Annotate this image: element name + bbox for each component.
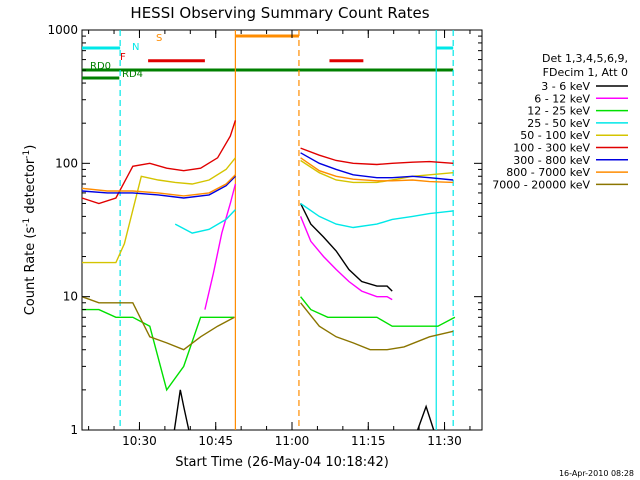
series-line-6 — [81, 175, 236, 199]
series-line-7 — [81, 174, 236, 197]
series-line-7 — [300, 157, 454, 184]
x-tick-label: 10:30 — [122, 434, 157, 448]
flag-label-n: N — [132, 42, 139, 53]
x-tick-label: 11:30 — [427, 434, 462, 448]
legend-header-2: FDecim 1, Att 0 — [543, 66, 628, 79]
legend: Det 1,3,4,5,6,9, FDecim 1, Att 0 3 - 6 k… — [492, 52, 628, 191]
series-line-1 — [299, 216, 393, 301]
legend-label: 7000 - 20000 keV — [492, 178, 590, 191]
series-line-1 — [204, 183, 237, 310]
legend-label: 300 - 800 keV — [513, 154, 590, 167]
series-line-8 — [300, 302, 454, 351]
y-tick-label: 1000 — [47, 23, 78, 37]
x-ticks: 10:30 10:45 11:00 11:15 11:30 — [88, 30, 471, 448]
y-axis-label-end: ) — [23, 145, 38, 150]
series-line-8 — [81, 296, 235, 351]
legend-label: 6 - 12 keV — [534, 92, 590, 105]
series-line-4 — [82, 157, 236, 264]
y-axis-label: Count Rate (s-1 detector-1) — [22, 145, 38, 316]
series-line-6 — [300, 152, 454, 181]
series-line-0 — [299, 203, 393, 292]
footer-timestamp: 16-Apr-2010 08:28 — [559, 469, 634, 478]
flag-bars — [82, 34, 454, 80]
x-tick-label: 11:00 — [275, 434, 310, 448]
series-line-3 — [174, 209, 236, 234]
legend-label: 12 - 25 keV — [527, 105, 590, 118]
y-tick-label: 1 — [70, 423, 78, 437]
y-tick-label: 100 — [55, 156, 78, 170]
legend-label: 800 - 7000 keV — [506, 166, 590, 179]
mode-change-lines — [119, 30, 454, 430]
y-axis-label-sup2: -1 — [22, 150, 32, 159]
flag-label-f: F — [120, 52, 126, 63]
y-axis-label-mid: detector — [23, 158, 38, 218]
legend-label: 3 - 6 keV — [541, 80, 590, 93]
flag-label-rd0: RD0 — [90, 61, 111, 72]
x-tick-label: 11:15 — [351, 434, 386, 448]
series-line-5 — [300, 147, 454, 166]
series-line-0 — [173, 389, 190, 431]
y-axis-label-base: Count Rate (s — [23, 227, 38, 316]
series-line-2 — [82, 308, 235, 392]
flag-labels: N S F RD0 RD4 — [90, 33, 162, 80]
x-axis-label: Start Time (26-May-04 10:18:42) — [175, 455, 389, 470]
flag-label-s: S — [156, 33, 162, 44]
series-line-2 — [300, 296, 456, 327]
chart-title: HESSI Observing Summary Count Rates — [130, 4, 429, 22]
series-line-4 — [300, 159, 454, 184]
series-line-3 — [300, 202, 454, 229]
series-line-0 — [416, 404, 435, 431]
flag-label-rd4: RD4 — [122, 69, 143, 80]
legend-header-1: Det 1,3,4,5,6,9, — [542, 52, 628, 65]
plot-area — [81, 29, 483, 431]
legend-label: 25 - 50 keV — [527, 117, 590, 130]
plot-frame — [81, 29, 483, 431]
series-group — [81, 120, 456, 431]
x-tick-label: 10:45 — [198, 434, 233, 448]
y-tick-label: 10 — [63, 290, 78, 304]
series-line-5 — [81, 120, 237, 205]
legend-label: 50 - 100 keV — [520, 129, 590, 142]
y-ticks: 1 10 100 1000 — [47, 23, 482, 437]
legend-label: 100 - 300 keV — [513, 142, 590, 155]
y-axis-label-sup1: -1 — [22, 218, 32, 227]
